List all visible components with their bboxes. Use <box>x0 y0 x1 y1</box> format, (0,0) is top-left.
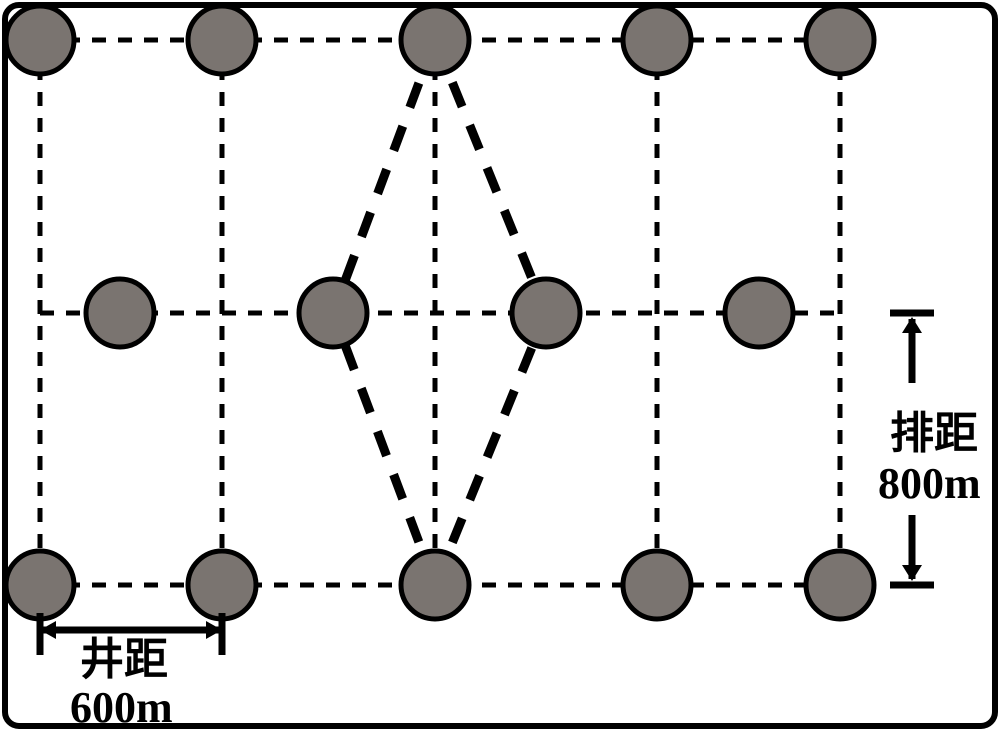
row-spacing-arrow-up <box>902 317 922 333</box>
diagram-stage: 井距 600m 排距 800m <box>0 0 1000 731</box>
well-node <box>725 279 793 347</box>
well-node <box>806 6 874 74</box>
well-node <box>6 551 74 619</box>
well-node <box>299 279 367 347</box>
diamond-edge <box>333 40 435 313</box>
well-node <box>86 279 154 347</box>
well-node <box>401 551 469 619</box>
well-node <box>806 551 874 619</box>
row-spacing-label: 排距 <box>890 410 978 458</box>
well-spacing-label: 井距 <box>80 636 168 684</box>
diagram-svg <box>0 0 1000 731</box>
diamond-edge <box>435 313 546 585</box>
well-spacing-value: 600m <box>70 684 173 732</box>
well-node <box>188 6 256 74</box>
diamond-edge <box>435 40 546 313</box>
diamond-edge <box>333 313 435 585</box>
well-node <box>188 551 256 619</box>
well-node <box>401 6 469 74</box>
well-node <box>512 279 580 347</box>
row-spacing-arrow-down <box>902 565 922 581</box>
well-node <box>623 551 691 619</box>
row-spacing-value: 800m <box>878 460 981 508</box>
well-node <box>6 6 74 74</box>
well-node <box>623 6 691 74</box>
